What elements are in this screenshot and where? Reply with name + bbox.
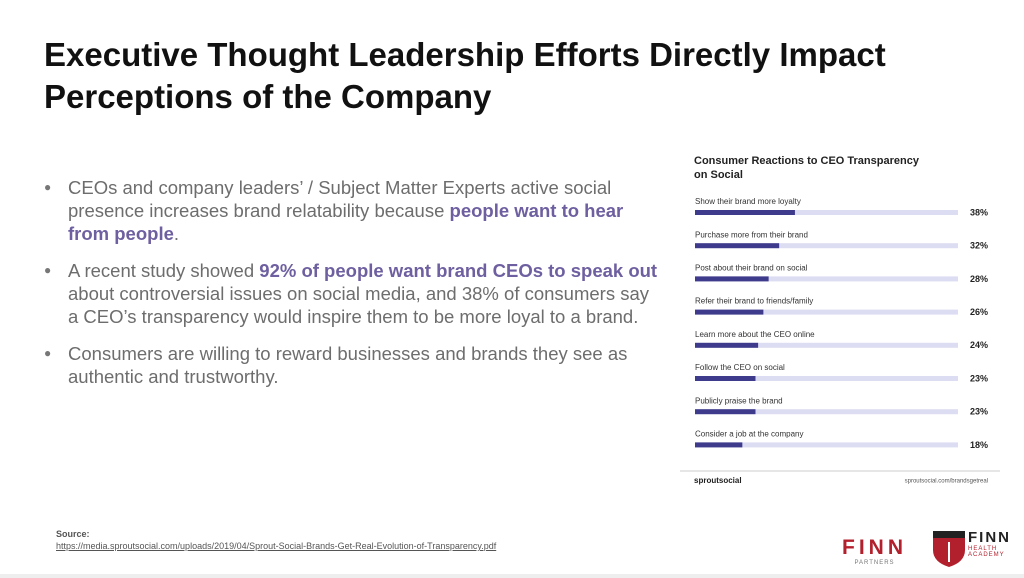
- logo-name: FINN: [968, 529, 1011, 546]
- bar-track: [695, 409, 958, 415]
- value-label: 32%: [970, 241, 988, 251]
- source-link[interactable]: https://media.sproutsocial.com/uploads/2…: [56, 541, 497, 551]
- value-label: 23%: [970, 373, 988, 383]
- value-label: 23%: [970, 407, 988, 417]
- bullet: A recent study showed 92% of people want…: [44, 259, 658, 328]
- bar-label: Follow the CEO on social: [695, 363, 785, 372]
- value-label: 38%: [970, 207, 988, 217]
- bar: [695, 276, 769, 282]
- source-label: Source:: [56, 529, 90, 539]
- bar: [695, 376, 756, 381]
- bar: [695, 210, 795, 215]
- logo-sub: PARTNERS: [854, 560, 895, 566]
- bar: [695, 409, 756, 415]
- bar-track: [695, 243, 958, 249]
- bar-label: Show their brand more loyalty: [695, 197, 801, 206]
- bar-label: Publicly praise the brand: [695, 396, 783, 405]
- bar: [695, 243, 780, 249]
- logo-name: FINN: [842, 536, 907, 559]
- bar-track: [695, 276, 958, 282]
- bottom-bar: [0, 574, 1024, 578]
- chart: Consumer Reactions to CEO Transparency on…: [680, 155, 1000, 485]
- logo-sub: HEALTH ACADEMY: [968, 546, 1005, 558]
- bar-label: Post about their brand on social: [695, 264, 808, 273]
- bar: [695, 309, 764, 315]
- value-label: 26%: [970, 307, 988, 317]
- bullet: CEOs and company leaders’ / Subject Matt…: [44, 176, 658, 245]
- source: Source: https://media.sproutsocial.com/u…: [56, 528, 496, 552]
- value-label: 28%: [970, 274, 988, 284]
- bullet-text: A recent study showed: [68, 260, 260, 281]
- bullet-text: about controversial issues on social med…: [68, 283, 649, 327]
- chart-title: Consumer Reactions to CEO Transparency on…: [694, 155, 920, 181]
- bullet-highlight: 92% of people want brand CEOs to speak o…: [259, 260, 658, 281]
- bar: [695, 442, 743, 448]
- bullet-text: Consumers are willing to reward business…: [68, 343, 628, 387]
- bullet-text: .: [173, 223, 180, 244]
- shield-icon: [933, 531, 965, 567]
- bar-label: Consider a job at the company: [695, 430, 804, 439]
- value-label: 24%: [970, 340, 988, 350]
- slide-title: Executive Thought Leadership Efforts Dir…: [44, 36, 886, 115]
- chart-brand: sproutsocial: [694, 476, 742, 485]
- bullet: Consumers are willing to reward business…: [44, 342, 658, 388]
- finn-health-logo: FINN HEALTH ACADEMY: [968, 529, 1024, 558]
- bullet-text: CEOs and company leaders’ / Subject Matt…: [68, 177, 612, 221]
- finn-partners-logo: FINN PARTNERS: [842, 536, 907, 566]
- bar-track: [695, 210, 958, 215]
- bar-track: [695, 342, 958, 348]
- bullet-highlight: people want to hear from people: [68, 200, 624, 244]
- bar-label: Learn more about the CEO online: [695, 330, 815, 339]
- bar-label: Purchase more from their brand: [695, 230, 808, 239]
- chart-url: sproutsocial.com/brandsgetreal: [905, 479, 988, 485]
- bullet-list: CEOs and company leaders’ / Subject Matt…: [44, 176, 658, 402]
- bar-track: [695, 309, 958, 315]
- bar: [695, 342, 759, 348]
- bar-track: [695, 442, 958, 448]
- value-label: 18%: [970, 440, 988, 450]
- bar-track: [695, 376, 958, 381]
- bar-label: Refer their brand to friends/family: [695, 297, 813, 306]
